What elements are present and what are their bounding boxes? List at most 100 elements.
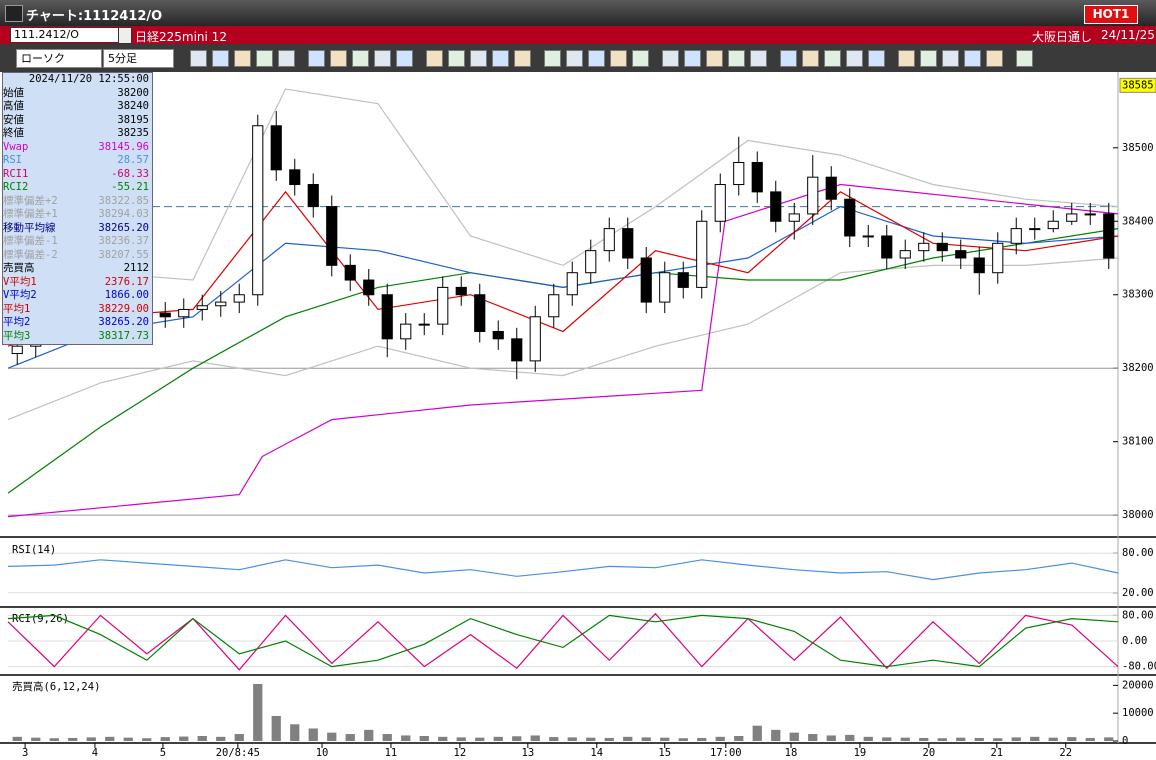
volume-bar	[789, 732, 799, 741]
toolbar-button[interactable]	[448, 50, 465, 67]
x-tick-label: 14	[590, 747, 603, 759]
info-label: 標準偏差+1	[3, 208, 58, 220]
toolbar-button[interactable]	[846, 50, 863, 67]
toolbar-button[interactable]	[986, 50, 1003, 67]
info-label: RCI1	[3, 167, 29, 180]
toolbar-button[interactable]	[780, 50, 797, 67]
volume-bar	[493, 736, 503, 741]
toolbar-button[interactable]	[470, 50, 487, 67]
toolbar-button[interactable]	[396, 50, 413, 67]
toolbar-button[interactable]	[706, 50, 723, 67]
info-value: 1866.00	[104, 289, 149, 301]
candle-body	[178, 308, 190, 318]
toolbar-button[interactable]	[330, 50, 347, 67]
candle-body	[1029, 228, 1041, 231]
info-label: Vwap	[3, 140, 29, 153]
plot-background	[0, 72, 1156, 760]
volume-bar	[974, 737, 984, 741]
toolbar-button[interactable]	[544, 50, 561, 67]
date: 24/11/25	[1101, 28, 1155, 42]
x-tick-label: 22	[1059, 747, 1072, 759]
toolbar-button[interactable]	[964, 50, 981, 67]
volume-bar	[382, 734, 392, 741]
toolbar-button[interactable]	[278, 50, 295, 67]
info-label: 移動平均線	[3, 221, 56, 234]
toolbar-button[interactable]	[824, 50, 841, 67]
toolbar-button[interactable]	[426, 50, 443, 67]
candle-body	[733, 161, 745, 186]
symbol-input[interactable]: 111.2412/O	[10, 27, 119, 43]
info-row: 高値 38240	[3, 100, 152, 114]
toolbar-button[interactable]	[728, 50, 745, 67]
volume-bar	[49, 738, 59, 741]
toolbar-button[interactable]	[662, 50, 679, 67]
volume-bar	[641, 737, 651, 741]
candle-body	[566, 272, 578, 296]
y-tick-label: -80.00	[1122, 661, 1156, 673]
toolbar-button[interactable]	[942, 50, 959, 67]
toolbar-button[interactable]	[514, 50, 531, 67]
info-label: 高値	[3, 100, 24, 112]
toolbar-button[interactable]	[234, 50, 251, 67]
toolbar-button[interactable]	[566, 50, 583, 67]
toolbar-button[interactable]	[684, 50, 701, 67]
info-label: 標準偏差+2	[3, 194, 58, 207]
info-value: 38240	[117, 100, 149, 112]
volume-bar	[179, 736, 189, 741]
toolbar-button[interactable]	[750, 50, 767, 67]
toolbar-button[interactable]	[212, 50, 229, 67]
volume-bar	[160, 737, 170, 741]
toolbar-button[interactable]	[374, 50, 391, 67]
info-row: V平均2 1866.00	[3, 289, 152, 303]
volume-bar	[1030, 736, 1040, 741]
info-value: 38236.37	[98, 235, 149, 247]
candle-body	[548, 294, 560, 318]
toolbar-button[interactable]	[632, 50, 649, 67]
toolbar-button[interactable]	[1016, 50, 1033, 67]
volume-bar	[234, 734, 244, 741]
volume-bar	[678, 738, 688, 741]
candle-body	[751, 161, 763, 193]
toolbar-button[interactable]	[868, 50, 885, 67]
candle-body	[696, 220, 708, 288]
info-label: 標準偏差-2	[3, 248, 58, 261]
volume-bar	[327, 732, 337, 741]
info-row: Vwap 38145.96	[3, 141, 152, 155]
info-value: 38200	[117, 86, 149, 99]
symbol-dropdown[interactable]	[118, 27, 132, 44]
overlay-line	[7, 205, 1119, 369]
toolbar-button[interactable]	[802, 50, 819, 67]
candle-body	[233, 294, 245, 303]
candle-body	[11, 345, 23, 355]
title-bar: チャート:1112412/O HOT1	[0, 0, 1156, 26]
toolbar-button[interactable]	[256, 50, 273, 67]
volume-bar	[697, 737, 707, 741]
volume-bar	[512, 736, 522, 741]
info-label: 売買高	[3, 262, 35, 274]
hot-button[interactable]: HOT1	[1084, 5, 1138, 24]
toolbar-button[interactable]	[588, 50, 605, 67]
candle-body	[474, 294, 486, 332]
toolbar-button[interactable]	[190, 50, 207, 67]
toolbar-button[interactable]	[920, 50, 937, 67]
x-tick-label: 15	[658, 747, 671, 759]
indicator-line	[7, 559, 1119, 581]
indicator-line	[7, 614, 1119, 668]
volume-bar	[919, 737, 929, 741]
volume-bar	[567, 737, 577, 741]
info-label: 平均2	[3, 316, 31, 328]
volume-bar	[419, 735, 429, 741]
toolbar-button[interactable]	[610, 50, 627, 67]
candle-body	[455, 286, 467, 296]
toolbar-button[interactable]	[492, 50, 509, 67]
info-panel: 2024/11/20 12:55:00 始値 38200 高値 38240 安値 3819…	[2, 72, 153, 345]
volume-bar	[271, 715, 281, 741]
x-tick-label: 5	[160, 747, 166, 759]
toolbar-button[interactable]	[352, 50, 369, 67]
toolbar-button[interactable]	[898, 50, 915, 67]
chart-type-select[interactable]: ローソク	[16, 49, 102, 68]
toolbar-button[interactable]	[308, 50, 325, 67]
candle-body	[862, 235, 874, 238]
interval-select[interactable]: 5分足	[103, 49, 174, 68]
